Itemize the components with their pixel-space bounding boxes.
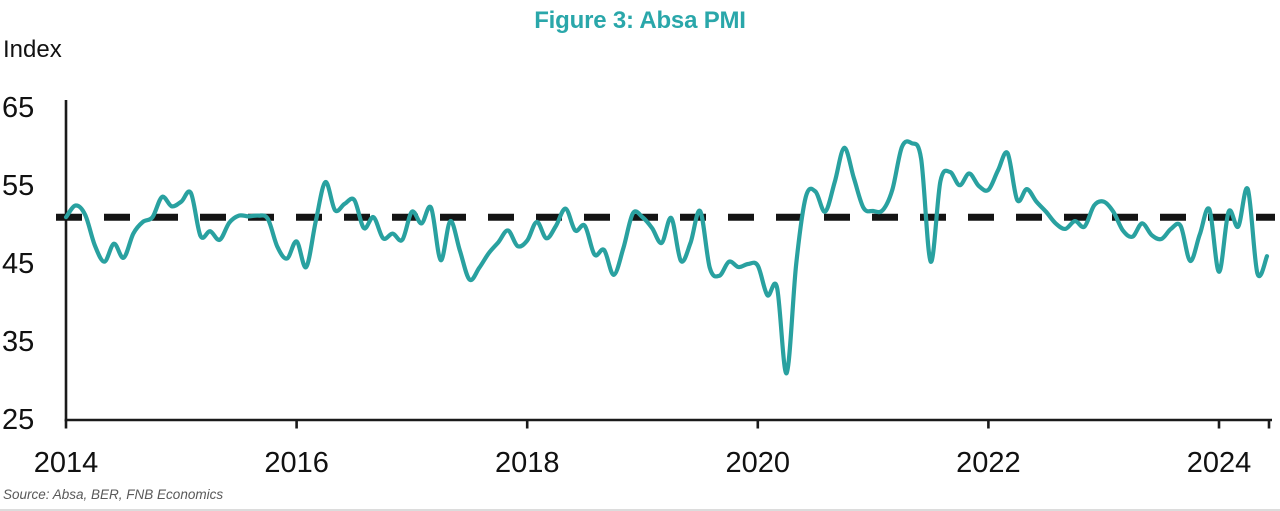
- y-tick-label: 65: [2, 92, 34, 124]
- bottom-divider: [0, 509, 1280, 511]
- pmi-line: [63, 139, 1270, 376]
- y-tick-label: 25: [2, 404, 34, 436]
- x-tick-label: 2016: [264, 447, 329, 479]
- x-tick-label: 2024: [1187, 447, 1252, 479]
- figure-title: Figure 3: Absa PMI: [534, 7, 746, 34]
- x-tick-label: 2018: [495, 447, 560, 479]
- x-tick-label: 2020: [726, 447, 791, 479]
- y-tick-label: 35: [2, 326, 34, 358]
- y-axis-title: Index: [3, 36, 62, 63]
- x-tick-label: 2022: [956, 447, 1021, 479]
- source-note: Source: Absa, BER, FNB Economics: [3, 487, 224, 502]
- x-tick-label: 2014: [34, 447, 99, 479]
- y-tick-label: 45: [2, 248, 34, 280]
- y-tick-label: 55: [2, 170, 34, 202]
